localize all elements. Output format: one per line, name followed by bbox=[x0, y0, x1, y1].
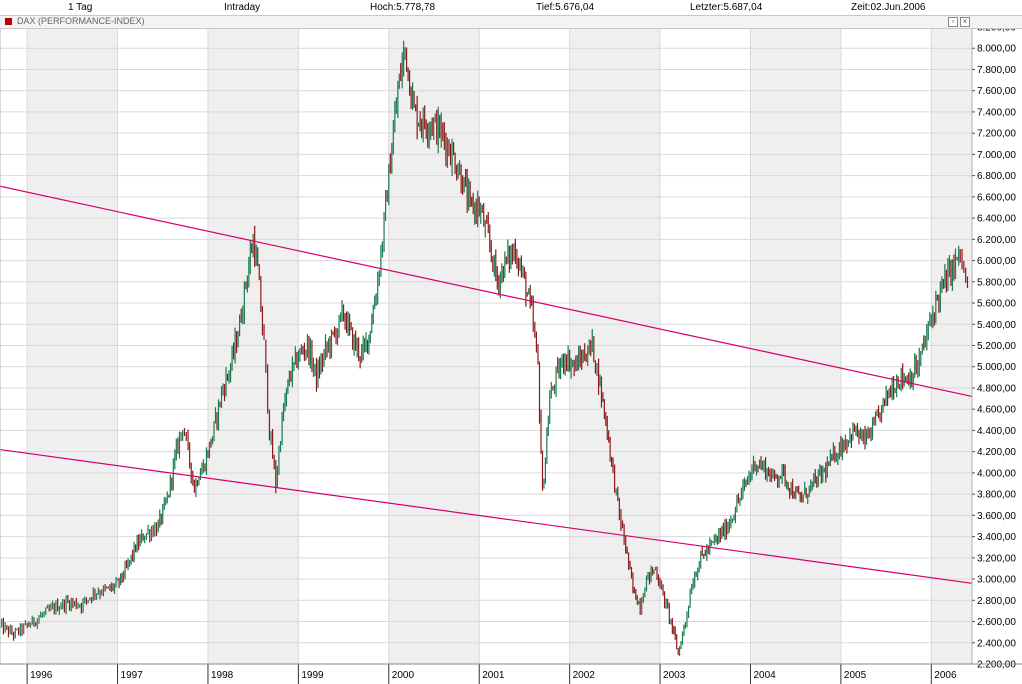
y-tick-label: 2.800,00 bbox=[977, 596, 1016, 607]
x-tick-label: 2004 bbox=[753, 670, 776, 681]
x-tick-label: 1996 bbox=[30, 670, 53, 681]
interval-label[interactable]: 1 Tag bbox=[68, 2, 93, 13]
chart-title: DAX (PERFORMANCE-INDEX) bbox=[17, 16, 145, 26]
y-tick-label: 2.600,00 bbox=[977, 617, 1016, 628]
low-value: Tief:5.676,04 bbox=[536, 2, 595, 13]
trendline-1[interactable] bbox=[0, 185, 973, 398]
y-tick-label: 5.200,00 bbox=[977, 341, 1016, 352]
x-tick-label: 2003 bbox=[663, 670, 686, 681]
y-axis: 2.200,00 2.400,00 2.600,00 2.800,00 3.000,00… bbox=[972, 23, 1016, 671]
x-tick-label: 1999 bbox=[301, 670, 324, 681]
trendlines bbox=[0, 185, 973, 584]
y-tick-label: 2.200,00 bbox=[977, 660, 1016, 671]
y-tick-label: 6.000,00 bbox=[977, 256, 1016, 267]
chart-panel-titlebar: DAX (PERFORMANCE-INDEX) ▫ × bbox=[0, 15, 1022, 29]
y-tick-label: 7.000,00 bbox=[977, 150, 1016, 161]
y-tick-label: 4.600,00 bbox=[977, 405, 1016, 416]
x-tick-label: 1998 bbox=[211, 670, 234, 681]
x-tick-label: 2002 bbox=[573, 670, 596, 681]
trendline-2[interactable] bbox=[0, 448, 973, 584]
x-tick-label: 2001 bbox=[482, 670, 505, 681]
y-tick-label: 7.200,00 bbox=[977, 129, 1016, 140]
x-tick-label: 1997 bbox=[121, 670, 144, 681]
high-value: Hoch:5.778,78 bbox=[370, 2, 436, 13]
y-tick-label: 3.200,00 bbox=[977, 553, 1016, 564]
y-tick-label: 3.600,00 bbox=[977, 511, 1016, 522]
y-tick-label: 3.800,00 bbox=[977, 490, 1016, 501]
x-tick-label: 2005 bbox=[844, 670, 867, 681]
mode-label[interactable]: Intraday bbox=[224, 2, 261, 13]
close-icon[interactable]: × bbox=[960, 17, 970, 27]
y-tick-label: 4.800,00 bbox=[977, 383, 1016, 394]
x-tick-label: 2000 bbox=[392, 670, 415, 681]
x-tick-label: 2006 bbox=[934, 670, 957, 681]
y-tick-label: 4.400,00 bbox=[977, 426, 1016, 437]
y-tick-label: 6.800,00 bbox=[977, 171, 1016, 182]
y-tick-label: 5.000,00 bbox=[977, 362, 1016, 373]
y-tick-label: 5.400,00 bbox=[977, 320, 1016, 331]
y-tick-label: 7.400,00 bbox=[977, 107, 1016, 118]
info-header: 1 Tag Intraday Hoch:5.778,78 Tief:5.676,… bbox=[0, 0, 1022, 15]
time-value: Zeit:02.Jun.2006 bbox=[851, 2, 926, 13]
grid-lines bbox=[0, 26, 972, 665]
y-tick-label: 6.600,00 bbox=[977, 192, 1016, 203]
y-tick-label: 6.200,00 bbox=[977, 235, 1016, 246]
y-tick-label: 4.000,00 bbox=[977, 468, 1016, 479]
y-tick-label: 5.800,00 bbox=[977, 277, 1016, 288]
maximize-icon[interactable]: ▫ bbox=[948, 17, 958, 27]
y-tick-label: 8.000,00 bbox=[977, 44, 1016, 55]
y-tick-label: 3.000,00 bbox=[977, 575, 1016, 586]
y-tick-label: 2.400,00 bbox=[977, 638, 1016, 649]
x-axis: 1996 1997 1998 1999 2000 2001 2002 2003 2004 2005… bbox=[0, 663, 1022, 684]
y-tick-label: 6.400,00 bbox=[977, 214, 1016, 225]
y-tick-label: 3.400,00 bbox=[977, 532, 1016, 543]
y-tick-label: 5.600,00 bbox=[977, 299, 1016, 310]
last-value: Letzter:5.687,04 bbox=[690, 2, 763, 13]
series-color-marker bbox=[5, 18, 12, 25]
y-tick-label: 7.800,00 bbox=[977, 65, 1016, 76]
y-tick-label: 4.200,00 bbox=[977, 447, 1016, 458]
price-candles bbox=[0, 40, 969, 657]
y-tick-label: 7.600,00 bbox=[977, 86, 1016, 97]
